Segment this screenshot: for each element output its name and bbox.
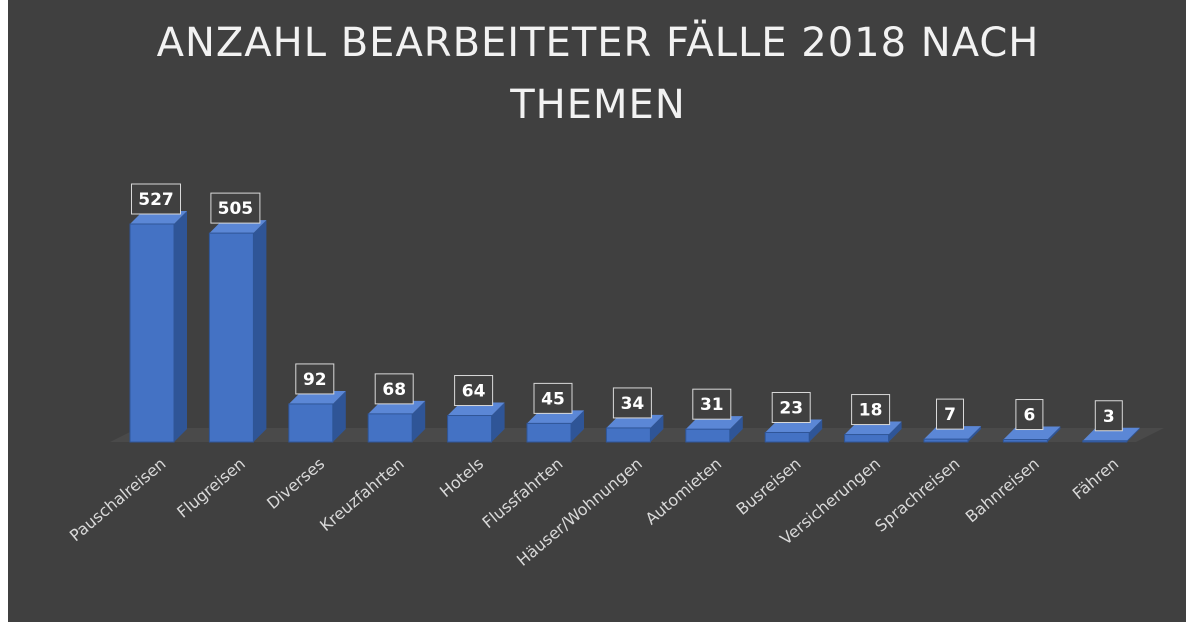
chart: 527 Pauschalreisen 505 Flugreisen 92 Diverses… xyxy=(66,183,1164,570)
bar-front xyxy=(367,413,413,443)
bar-front xyxy=(605,427,651,443)
x-tick-label: Diverses xyxy=(263,454,328,513)
bar xyxy=(685,416,743,443)
bar xyxy=(526,410,584,443)
x-tick-label: Automieten xyxy=(642,454,726,529)
data-label: 23 xyxy=(779,398,803,418)
data-label-box xyxy=(1094,400,1123,432)
bar-side xyxy=(888,421,902,442)
bar-side xyxy=(968,426,981,442)
bar-side xyxy=(1047,426,1061,442)
data-label-box xyxy=(131,183,181,215)
bar-front xyxy=(208,232,254,443)
bar-side xyxy=(571,410,584,442)
bar-side xyxy=(809,419,823,442)
bar-side xyxy=(412,400,426,442)
x-tick-label: Fähren xyxy=(1069,454,1122,503)
data-label: 505 xyxy=(218,199,254,219)
bar-front xyxy=(923,438,969,443)
bar xyxy=(208,220,267,443)
bar-side xyxy=(729,416,743,442)
data-label-box xyxy=(612,387,652,419)
data-label: 64 xyxy=(462,382,486,402)
data-label: 527 xyxy=(138,190,174,210)
data-label: 7 xyxy=(944,405,956,425)
x-tick-label: Kreuzfahrten xyxy=(316,454,408,535)
bar-front xyxy=(1082,440,1128,443)
data-label-box xyxy=(210,192,261,224)
bar-front xyxy=(1002,439,1048,443)
bar xyxy=(288,390,346,443)
data-label: 45 xyxy=(541,389,565,409)
bar-front xyxy=(685,428,731,443)
data-label: 6 xyxy=(1023,406,1035,426)
bar xyxy=(447,402,505,443)
data-label: 92 xyxy=(303,370,327,390)
bar xyxy=(367,400,426,443)
bar-side xyxy=(174,211,187,442)
data-label: 34 xyxy=(621,394,645,414)
bar-front xyxy=(764,431,810,443)
bar-front xyxy=(447,415,493,443)
data-label-box xyxy=(851,394,891,426)
bar-front xyxy=(526,422,572,443)
bar-front xyxy=(129,223,175,443)
x-tick-label: Sprachreisen xyxy=(871,454,963,536)
data-label-box xyxy=(771,391,811,423)
bar-side xyxy=(253,220,267,442)
bar-side xyxy=(1126,427,1140,442)
data-label-box xyxy=(1015,399,1044,431)
data-label-box xyxy=(692,388,732,420)
x-tick-label: Bahnreisen xyxy=(962,454,1043,526)
bar-side xyxy=(332,390,346,442)
data-label-box xyxy=(936,398,964,430)
data-label-box xyxy=(295,363,335,395)
data-label: 31 xyxy=(700,395,724,415)
data-label-box xyxy=(374,373,414,405)
data-label: 68 xyxy=(382,380,406,400)
chart-title: ANZAHL BEARBEITETER FÄLLE 2018 NACH THEM… xyxy=(156,20,1040,128)
chart-area: ANZAHL BEARBEITETER FÄLLE 2018 NACH THEM… xyxy=(8,0,1186,622)
x-tick-label: Pauschalreisen xyxy=(66,454,170,545)
bar-front xyxy=(844,434,890,443)
bar xyxy=(129,211,187,443)
bar-side xyxy=(491,402,505,442)
bar-side xyxy=(650,414,664,442)
x-tick-label: Busreisen xyxy=(732,454,804,519)
data-label-box xyxy=(454,375,494,407)
bar-front xyxy=(288,403,334,443)
data-label-box xyxy=(533,382,573,414)
data-label: 18 xyxy=(859,401,883,421)
x-tick-label: Flugreisen xyxy=(173,454,249,522)
x-tick-label: Hotels xyxy=(436,454,487,501)
data-label: 3 xyxy=(1103,407,1115,427)
